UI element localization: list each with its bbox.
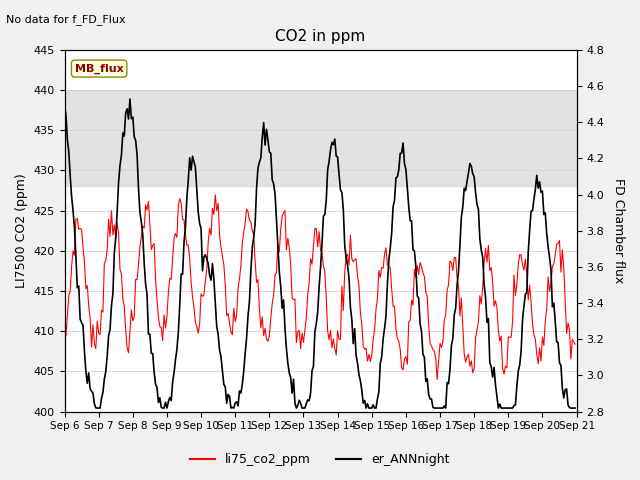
Text: MB_flux: MB_flux <box>75 63 124 74</box>
Legend: li75_co2_ppm, er_ANNnight: li75_co2_ppm, er_ANNnight <box>186 448 454 471</box>
Y-axis label: LI7500 CO2 (ppm): LI7500 CO2 (ppm) <box>15 173 28 288</box>
Bar <box>65 90 577 186</box>
Y-axis label: FD Chamber flux: FD Chamber flux <box>612 178 625 283</box>
Title: CO2 in ppm: CO2 in ppm <box>275 29 365 44</box>
Text: No data for f_FD_Flux: No data for f_FD_Flux <box>6 14 126 25</box>
